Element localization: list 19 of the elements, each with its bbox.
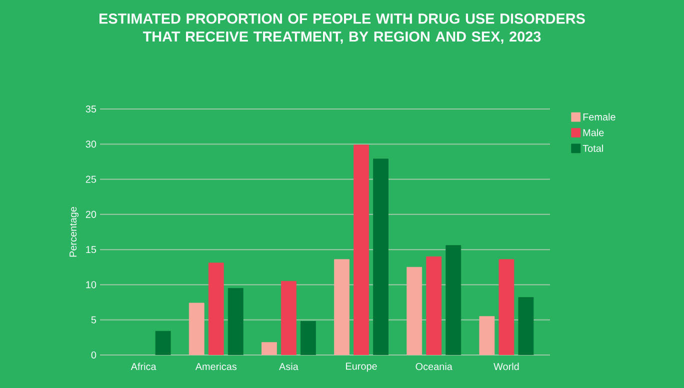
chart-title: ESTIMATED PROPORTION OF PEOPLE WITH DRUG USE DISORDERS THAT RECEIVE TREATMENT, BY REGION AND SEX, 2023 <box>100 14 585 44</box>
y-tick-label: 30 <box>86 140 96 148</box>
y-tick-label: 5 <box>91 316 96 324</box>
x-tick-label: Europe <box>346 362 377 372</box>
y-tick-label: 0 <box>91 351 96 359</box>
y-tick-label: 35 <box>86 105 96 113</box>
y-tick-label: 20 <box>86 210 96 218</box>
legend-label: Male <box>583 128 604 136</box>
y-tick-label: 25 <box>86 176 96 183</box>
legend-label: Total <box>582 144 603 152</box>
x-tick-label: Americas <box>195 362 237 370</box>
x-tick-label: Asia <box>279 362 298 370</box>
x-tick-label: Oceania <box>416 362 452 370</box>
y-tick-label: 10 <box>86 281 96 288</box>
x-tick-label: Africa <box>130 362 156 370</box>
legend-label: Female <box>583 113 616 120</box>
y-axis-title: Percentage <box>70 206 79 257</box>
y-tick-label: 15 <box>86 246 96 254</box>
x-tick-label: World <box>494 362 519 370</box>
